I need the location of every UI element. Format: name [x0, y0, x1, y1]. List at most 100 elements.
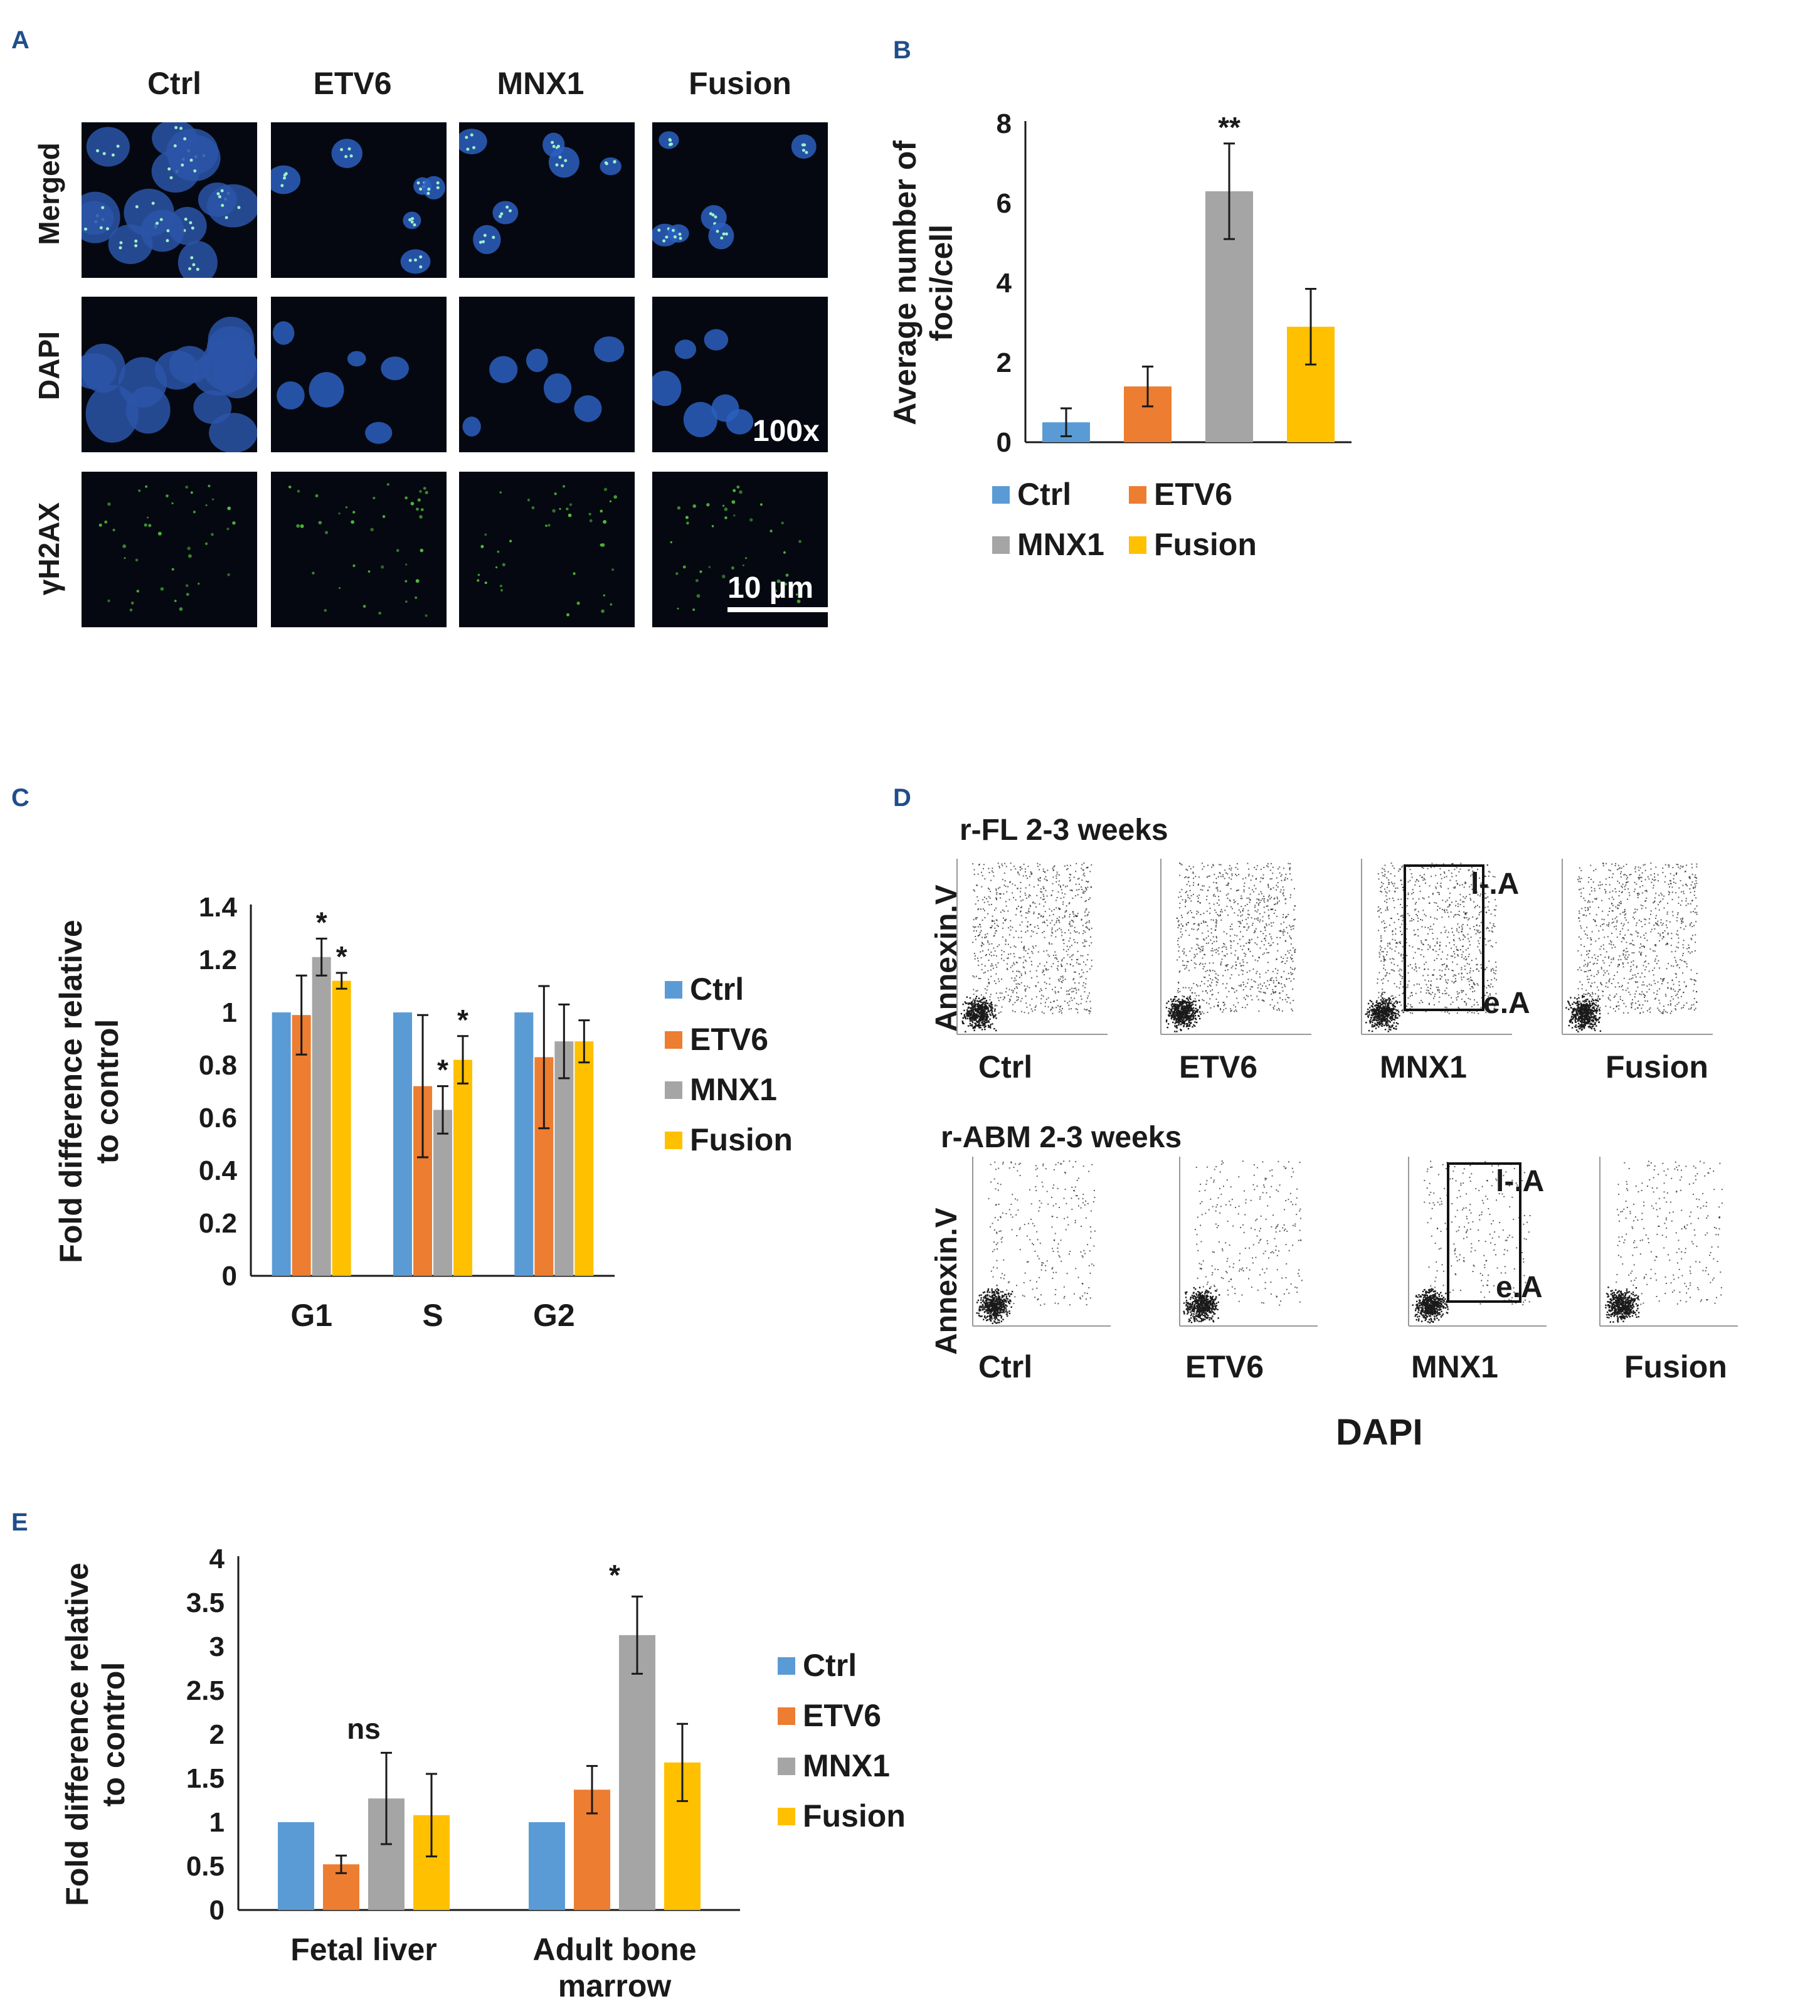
panel-letter-e: E: [11, 1509, 28, 1536]
bar-mnx1: [554, 1041, 574, 1276]
bar-mnx1: [312, 957, 331, 1276]
legend-swatch-ctrl: [778, 1657, 795, 1675]
bar-fusion: [332, 980, 351, 1276]
y-axis-label: to control: [90, 1019, 125, 1164]
legend-label-ctrl: Ctrl: [803, 1648, 857, 1683]
panel-letter-c: C: [11, 784, 29, 812]
y-tick-label: 1.4: [199, 892, 238, 923]
legend-label-fusion: Fusion: [690, 1122, 793, 1157]
flow-plot-top-3: [1562, 859, 1713, 1035]
flow-sample-label-top-fusion: Fusion: [1606, 1049, 1708, 1085]
column-header-ctrl: Ctrl: [147, 66, 202, 101]
legend-label-fusion: Fusion: [1154, 527, 1257, 562]
y-tick-label: 2: [997, 347, 1012, 378]
legend-swatch-mnx1: [992, 536, 1010, 554]
legend-label-mnx1: MNX1: [690, 1072, 777, 1107]
y-axis-label: Average number of: [887, 141, 923, 425]
y-tick-label: 1.5: [186, 1763, 225, 1794]
chart-c: 0 0.2 0.4 0.6 0.8 1 1.2 1.4 * * G1 * * S G2 Fold differ…: [53, 892, 793, 1333]
y-tick-label: 0: [209, 1895, 225, 1926]
panel-letter-b: B: [893, 36, 911, 64]
column-header-mnx1: MNX1: [497, 66, 585, 101]
flow-sample-label-top-ctrl: Ctrl: [978, 1049, 1033, 1085]
significance-label: *: [336, 940, 347, 973]
flow-sample-label-bottom-etv6: ETV6: [1185, 1349, 1264, 1384]
chart-b: 0 2 4 6 8 ** Average number of foci/cell Ctrl ETV…: [887, 109, 1352, 562]
x-tick-label: G2: [533, 1298, 575, 1333]
flow-sample-label-bottom-ctrl: Ctrl: [978, 1349, 1033, 1384]
significance-label: *: [316, 906, 327, 938]
panel-letter-a: A: [11, 26, 29, 54]
legend-label-fusion: Fusion: [803, 1798, 906, 1833]
x-tick-label: G1: [290, 1298, 332, 1333]
legend-label-etv6: ETV6: [1154, 477, 1232, 512]
legend-label-ctrl: Ctrl: [1017, 477, 1071, 512]
micrograph-h2ax-mnx1: [459, 472, 635, 627]
scale-bar: [727, 607, 828, 612]
gate-label-late-bottom: l-.A: [1496, 1165, 1545, 1198]
bar-ctrl: [278, 1822, 314, 1910]
column-header-etv6: ETV6: [313, 66, 392, 101]
gate-label-early-bottom: e.A: [1496, 1271, 1543, 1304]
gate-box: [1404, 864, 1484, 1011]
legend-label-mnx1: MNX1: [803, 1748, 890, 1783]
bar-ctrl: [529, 1822, 565, 1910]
y-tick-label: 0.8: [199, 1050, 237, 1081]
bar-ctrl: [393, 1012, 412, 1276]
legend-swatch-fusion: [778, 1808, 795, 1825]
bar-fusion: [574, 1041, 594, 1276]
legend-label-mnx1: MNX1: [1017, 527, 1104, 562]
legend-label-ctrl: Ctrl: [690, 972, 744, 1007]
bar-etv6: [292, 1015, 311, 1276]
micrograph-dapi-mnx1: [459, 297, 635, 452]
legend-swatch-mnx1: [665, 1081, 682, 1099]
legend-swatch-fusion: [1129, 536, 1146, 554]
legend-swatch-mnx1: [778, 1758, 795, 1775]
flow-plot-top-0: [956, 859, 1108, 1035]
y-tick-label: 1: [209, 1807, 225, 1838]
flow-plot-bottom-2: [1408, 1157, 1547, 1327]
legend-swatch-etv6: [665, 1031, 682, 1049]
bar-mnx1: [433, 1110, 452, 1276]
flow-plot-bottom-3: [1599, 1157, 1738, 1327]
y-tick-label: 1: [222, 997, 237, 1028]
legend-swatch-etv6: [778, 1707, 795, 1725]
legend-swatch-etv6: [1129, 486, 1146, 504]
x-tick-label: Fetal liver: [290, 1932, 436, 1967]
y-tick-label: 0: [222, 1261, 237, 1292]
y-tick-label: 4: [209, 1544, 225, 1574]
legend-swatch-ctrl: [665, 981, 682, 999]
micrograph-dapi-fusion: [652, 297, 828, 452]
flow-title-top: r-FL 2-3 weeks: [960, 814, 1168, 847]
row-header-dapi: DAPI: [33, 331, 65, 400]
y-tick-label: 8: [997, 109, 1012, 139]
micrograph-dapi-ctrl: [82, 297, 257, 452]
micrograph-merged-mnx1: [459, 122, 635, 278]
x-tick-label: S: [422, 1298, 443, 1333]
legend-label-etv6: ETV6: [803, 1698, 881, 1733]
significance-label: *: [457, 1004, 468, 1036]
micrograph-merged-fusion: [652, 122, 828, 278]
row-header-gh2ax: γH2AX: [33, 502, 65, 596]
panel-letter-d: D: [893, 784, 911, 812]
y-tick-label: 3.5: [186, 1588, 225, 1618]
micrograph-merged-etv6: [271, 122, 447, 278]
group-annotation: *: [609, 1559, 620, 1591]
micrograph-h2ax-etv6: [271, 472, 447, 627]
y-tick-label: 2: [209, 1719, 225, 1750]
gate-box: [1447, 1162, 1521, 1303]
y-tick-label: 0.4: [199, 1155, 238, 1186]
legend-swatch-ctrl: [992, 486, 1010, 504]
group-annotation: ns: [347, 1712, 381, 1745]
y-tick-label: 3: [209, 1631, 225, 1662]
flow-x-label: DAPI: [1336, 1412, 1423, 1453]
significance-label: *: [437, 1054, 448, 1086]
flow-sample-label-bottom-mnx1: MNX1: [1411, 1349, 1498, 1384]
row-header-merged: Merged: [33, 142, 65, 245]
micrograph-h2ax-ctrl: [82, 472, 257, 627]
flow-sample-label-top-mnx1: MNX1: [1380, 1049, 1467, 1085]
y-tick-label: 0: [997, 427, 1012, 458]
flow-plot-top-2: [1361, 859, 1512, 1035]
flow-plot-bottom-1: [1179, 1157, 1318, 1327]
y-tick-label: 2.5: [186, 1675, 225, 1706]
